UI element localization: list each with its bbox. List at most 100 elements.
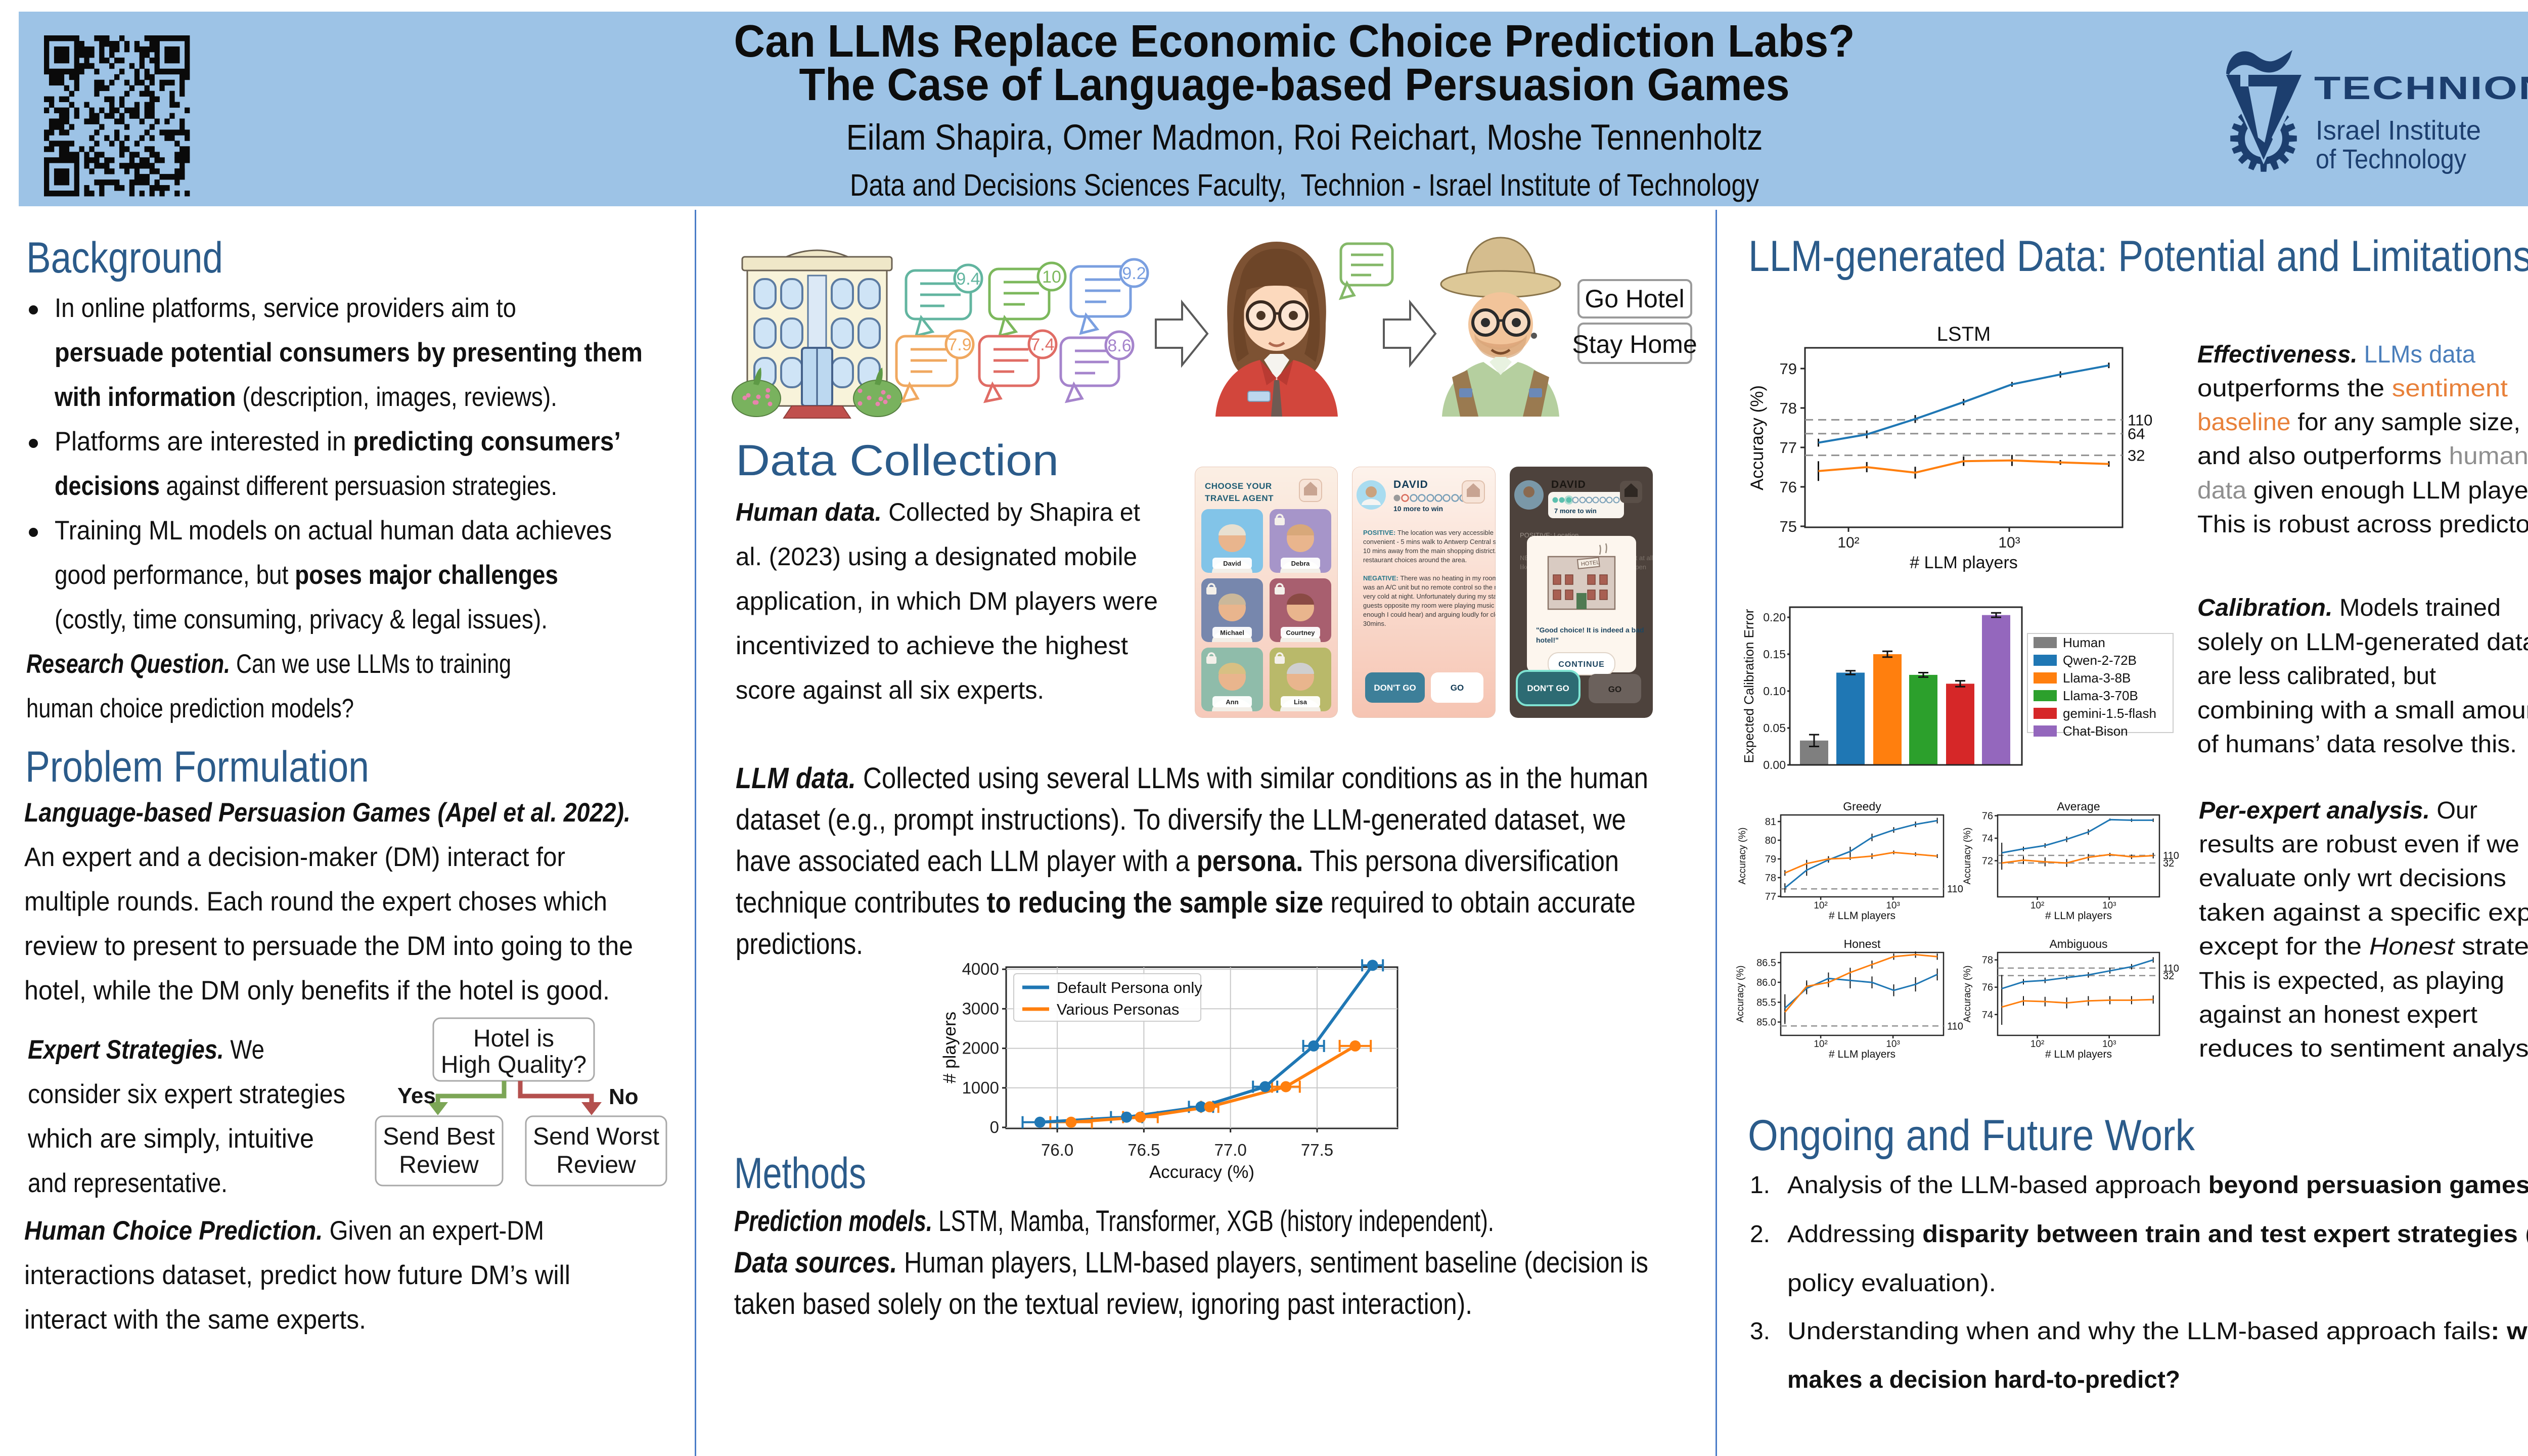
svg-text:Debra: Debra	[1291, 560, 1311, 567]
svg-text:32: 32	[2163, 971, 2174, 982]
svg-text:Collected by Shapira et: Collected by Shapira et	[882, 498, 1140, 526]
svg-text:GO: GO	[1608, 685, 1621, 694]
svg-text:Methods: Methods	[734, 1149, 866, 1198]
svg-text:multiple rounds. Each round th: multiple rounds. Each round the expert c…	[24, 887, 607, 917]
svg-text:85.5: 85.5	[1756, 997, 1776, 1009]
svg-text:required to obtain accurate: required to obtain accurate	[1323, 886, 1636, 919]
svg-text:2.: 2.	[1750, 1221, 1770, 1248]
svg-text:was an A/C unit but no remote: was an A/C unit but no remote control so…	[1363, 583, 1523, 591]
svg-text:interactions dataset, predict: interactions dataset, predict how future…	[24, 1260, 570, 1290]
svg-text:taken against a specific exper: taken against a specific expert,	[2199, 899, 2528, 926]
svg-text:DAVID: DAVID	[1393, 479, 1428, 490]
svg-text:given enough LLM players.: given enough LLM players.	[2246, 477, 2528, 504]
svg-text:Honest: Honest	[2369, 933, 2455, 960]
svg-text:Addressing: Addressing	[1787, 1221, 1922, 1248]
svg-text:technique contributes: technique contributes	[736, 886, 987, 919]
svg-text:incentivized to achieve the hi: incentivized to achieve the highest	[736, 631, 1128, 660]
svg-text:very cold at night. Unfortunat: very cold at night. Unfortunately during…	[1363, 593, 1512, 600]
svg-text:77.0: 77.0	[1214, 1141, 1247, 1159]
svg-text:against an honest expert: against an honest expert	[2199, 1002, 2477, 1028]
svg-text:0.05: 0.05	[1763, 721, 1786, 735]
svg-text:78: 78	[1780, 399, 1797, 417]
svg-text:Qwen-2-72B: Qwen-2-72B	[2063, 653, 2137, 668]
svg-text:hotel!": hotel!"	[1536, 636, 1559, 644]
svg-text:76.5: 76.5	[1127, 1141, 1160, 1159]
svg-text:Can LLMs Replace Economic Choi: Can LLMs Replace Economic Choice Predict…	[734, 16, 1855, 67]
svg-text:Research Question.: Research Question.	[26, 649, 230, 679]
svg-text:Greedy: Greedy	[1843, 800, 1881, 813]
svg-text:Accuracy (%): Accuracy (%)	[1747, 385, 1767, 490]
svg-text:: what: : what	[2491, 1318, 2528, 1345]
svg-text:Llama-3-8B: Llama-3-8B	[2063, 670, 2131, 686]
svg-text:80: 80	[1765, 835, 1776, 846]
svg-text:TECHNION: TECHNION	[2314, 70, 2528, 106]
svg-text:# LLM players: # LLM players	[2045, 910, 2112, 922]
svg-text:10²: 10²	[2030, 1039, 2044, 1050]
svg-text:0: 0	[990, 1118, 999, 1136]
svg-text:consider six expert strategies: consider six expert strategies	[28, 1079, 345, 1109]
svg-text:Effectiveness.: Effectiveness.	[2197, 341, 2358, 368]
svg-text:CHOOSE YOUR: CHOOSE YOUR	[1205, 481, 1272, 491]
svg-text:76: 76	[1982, 982, 1993, 993]
svg-text:110: 110	[1947, 884, 1963, 895]
svg-text:Honest: Honest	[1844, 937, 1881, 950]
svg-text:baseline: baseline	[2197, 409, 2291, 436]
svg-text:Michael: Michael	[1220, 629, 1244, 636]
svg-text:convenient - 5 mins walk to An: convenient - 5 mins walk to Antwerp Cent…	[1363, 538, 1525, 545]
svg-text:GO: GO	[1451, 683, 1464, 693]
svg-text:10²: 10²	[1837, 534, 1859, 551]
svg-text:Models trained: Models trained	[2333, 595, 2501, 621]
svg-text:# LLM players: # LLM players	[1829, 910, 1895, 922]
svg-text:86.0: 86.0	[1756, 977, 1776, 988]
svg-text:policy evaluation).: policy evaluation).	[1787, 1270, 1996, 1297]
svg-text:human choice prediction models: human choice prediction models?	[26, 694, 354, 723]
svg-text:Hotel is: Hotel is	[473, 1025, 554, 1052]
svg-text:DON'T GO: DON'T GO	[1527, 684, 1569, 693]
svg-text:Chat-Bison: Chat-Bison	[2063, 723, 2128, 739]
svg-text:76.0: 76.0	[1041, 1141, 1073, 1159]
svg-text:# players: # players	[940, 1012, 960, 1083]
svg-text:This is expected, as playing: This is expected, as playing	[2199, 968, 2504, 994]
svg-text:Understanding when and why the: Understanding when and why the LLM-based…	[1787, 1318, 2491, 1345]
svg-text:76: 76	[1780, 478, 1797, 496]
svg-text:and representative.: and representative.	[28, 1168, 228, 1198]
svg-text:Go Hotel: Go Hotel	[1585, 285, 1684, 313]
svg-text:Data Collection: Data Collection	[736, 436, 1059, 485]
svg-text:10³: 10³	[2102, 900, 2116, 911]
svg-text:are less calibrated, but: are less calibrated, but	[2197, 663, 2436, 690]
svg-text:of humans’ data resolve this.: of humans’ data resolve this.	[2197, 731, 2517, 758]
svg-text:poses major challenges: poses major challenges	[295, 560, 558, 590]
svg-text:Accuracy (%): Accuracy (%)	[1737, 828, 1748, 885]
svg-text:Prediction models.: Prediction models.	[734, 1205, 932, 1238]
svg-text:strategy.: strategy.	[2454, 933, 2528, 960]
svg-text:Israel Institute: Israel Institute	[2316, 115, 2481, 146]
svg-text:DON'T GO: DON'T GO	[1374, 683, 1416, 693]
svg-text:Review: Review	[556, 1152, 636, 1178]
svg-text:Ongoing and Future Work: Ongoing and Future Work	[1748, 1111, 2195, 1160]
svg-text:110: 110	[2163, 850, 2179, 861]
svg-text:for any sample size,: for any sample size,	[2291, 409, 2520, 436]
svg-text:This is robust across predicto: This is robust across predictors.	[2197, 511, 2528, 538]
svg-text:Human data.: Human data.	[736, 498, 882, 526]
svg-text:makes a decision hard-to-predi: makes a decision hard-to-predict?	[1787, 1367, 2180, 1393]
svg-text:10³: 10³	[1886, 900, 1900, 911]
svg-text:Yes: Yes	[397, 1083, 436, 1108]
svg-text:8.6: 8.6	[1107, 336, 1131, 355]
svg-text:9.2: 9.2	[1122, 264, 1146, 283]
svg-text:Stay Home: Stay Home	[1572, 330, 1697, 358]
svg-text:Can we use LLMs to training: Can we use LLMs to training	[230, 649, 511, 679]
svg-text:Llama-3-70B: Llama-3-70B	[2063, 688, 2138, 703]
svg-text:Expected Calibration Error: Expected Calibration Error	[1741, 609, 1756, 763]
svg-text:We: We	[224, 1035, 264, 1065]
svg-text:Send Worst: Send Worst	[533, 1123, 659, 1150]
svg-text:Data and Decisions Sciences Fa: Data and Decisions Sciences Faculty, Tec…	[850, 168, 1759, 202]
svg-text:Average: Average	[2057, 800, 2100, 813]
svg-text:3.: 3.	[1750, 1318, 1770, 1345]
svg-text:1000: 1000	[962, 1078, 999, 1097]
svg-text:9.4: 9.4	[956, 269, 980, 289]
svg-text:Ambiguous: Ambiguous	[2049, 937, 2107, 950]
svg-text:Problem Formulation: Problem Formulation	[25, 743, 369, 791]
svg-text:3000: 3000	[962, 999, 999, 1018]
svg-text:good performance, but: good performance, but	[55, 560, 295, 590]
svg-text:decisions: decisions	[55, 471, 160, 501]
